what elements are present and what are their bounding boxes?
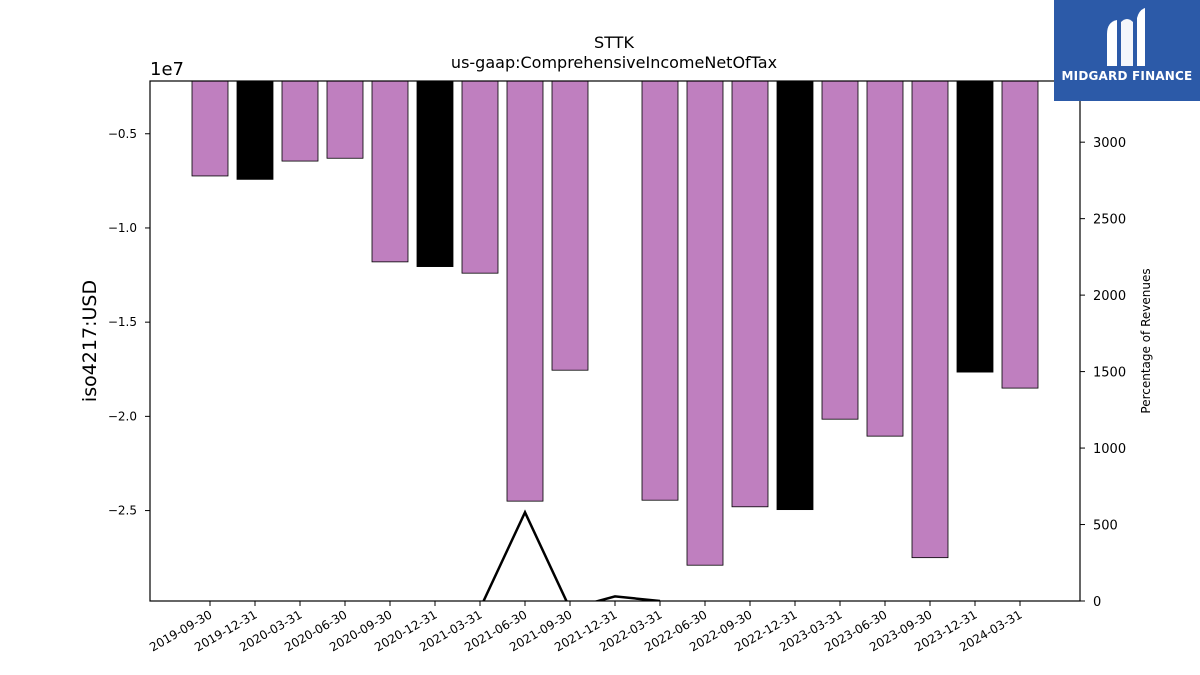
y-tick-label: −2.0 [108, 409, 137, 423]
bar [641, 80, 679, 501]
series-line [482, 509, 661, 601]
y-axis-label: iso4217:USD [79, 280, 101, 402]
y2-tick-label: 1500 [1093, 366, 1126, 381]
midgard-logo-icon [1107, 8, 1145, 66]
bar [371, 80, 409, 263]
chart-title: STTK [594, 33, 634, 52]
y-tick-label: −1.5 [108, 315, 137, 329]
bar [551, 80, 589, 371]
y2-axis-label: Percentage of Revenues [1139, 268, 1153, 413]
y-tick-label: −1.0 [108, 221, 137, 235]
bar [731, 80, 769, 508]
y2-tick-label: 1000 [1093, 442, 1126, 457]
bar [281, 80, 319, 162]
bar [911, 80, 949, 559]
midgard-finance-logo: MIDGARD FINANCE [1054, 0, 1200, 101]
bar [461, 80, 499, 274]
bar [821, 80, 859, 420]
y-multiplier-label: 1e7 [150, 59, 184, 80]
y2-tick-label: 500 [1093, 519, 1118, 534]
line-layer [482, 509, 661, 601]
y2-tick-label: 0 [1093, 595, 1101, 610]
bars-layer [191, 80, 1039, 566]
bar [416, 80, 454, 267]
bar [956, 80, 994, 373]
chart-subtitle: us-gaap:ComprehensiveIncomeNetOfTax [451, 53, 777, 72]
bar [191, 80, 229, 177]
logo-text: MIDGARD FINANCE [1061, 69, 1193, 83]
bar [236, 80, 274, 180]
bar [866, 80, 904, 437]
y2-tick-label: 2500 [1093, 213, 1126, 228]
y2-tick-label: 3000 [1093, 136, 1126, 151]
y2-tick-label: 2000 [1093, 289, 1126, 304]
y-tick-label: −0.5 [108, 127, 137, 141]
bar [776, 80, 814, 511]
bar [326, 80, 364, 159]
bar [686, 80, 724, 566]
y-tick-label: −2.5 [108, 504, 137, 518]
bar [1001, 80, 1039, 389]
bar [506, 80, 544, 502]
